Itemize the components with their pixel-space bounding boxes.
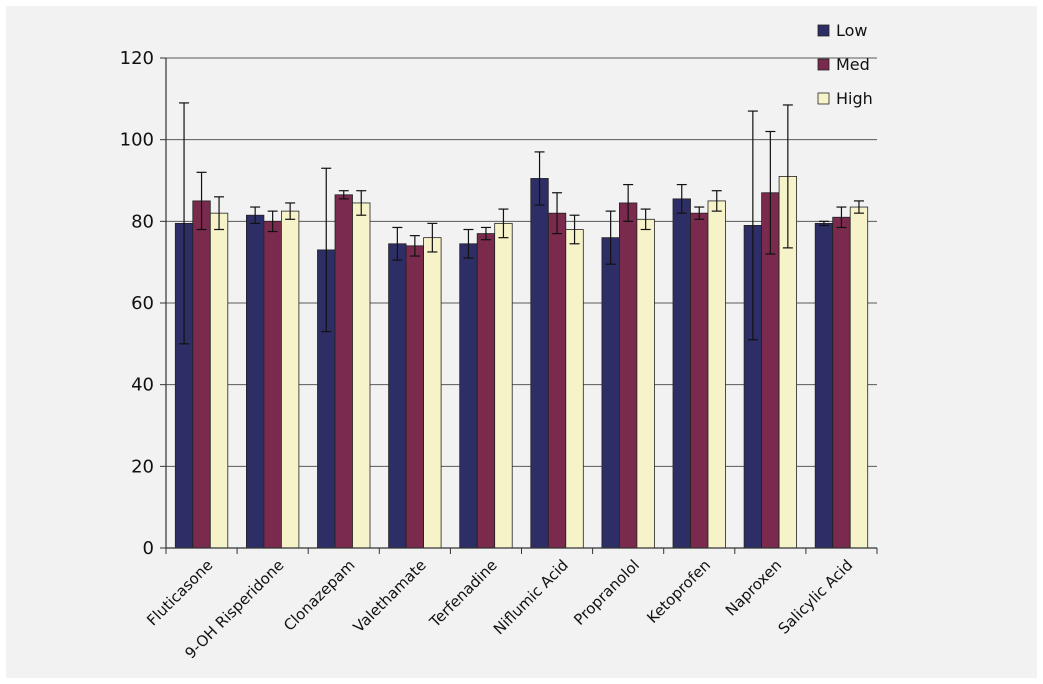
y-tick-label: 120 (120, 48, 154, 69)
bar-med-fluticasone (192, 200, 211, 549)
bar-med-propranolol (619, 202, 638, 549)
bar-med-clonazepam (334, 194, 353, 549)
y-tick-label: 40 (131, 375, 154, 396)
x-tick-label: Terfenadine (425, 556, 500, 631)
y-tick-label: 100 (120, 130, 154, 151)
bar-high-niflumic-acid (565, 229, 584, 549)
bars (174, 176, 869, 549)
x-tick-label: Fluticasone (143, 556, 216, 629)
bar-high-clonazepam (352, 202, 371, 549)
bar-high-9-oh-risperidone (280, 210, 300, 549)
bar-low-terfenadine (459, 243, 478, 549)
bar-high-terfenadine (494, 222, 513, 549)
y-tick-label: 60 (131, 293, 154, 314)
bar-high-salicylic-acid (849, 206, 869, 549)
error-bars (179, 102, 864, 345)
x-tick-label: Valethamate (350, 556, 430, 636)
y-axis-ticks: 0 20 40 60 80 100 120 (120, 48, 166, 559)
bar-low-salicylic-acid (814, 222, 834, 549)
x-tick-label: Clonazepam (280, 556, 358, 634)
legend-swatch-low (817, 24, 830, 37)
y-tick-label: 20 (131, 456, 154, 477)
legend: Low Med High (817, 21, 873, 108)
x-tick-label: Salicylic Acid (775, 556, 857, 638)
bar-med-9-oh-risperidone (263, 220, 282, 549)
bar-med-ketoprofen (690, 212, 709, 549)
bar-med-terfenadine (476, 233, 496, 549)
bar-med-salicylic-acid (832, 216, 851, 549)
y-tick-label: 0 (143, 538, 154, 559)
y-tick-label: 80 (131, 211, 154, 232)
x-tick-label: Niflumic Acid (490, 556, 572, 638)
bar-low-9-oh-risperidone (245, 214, 265, 549)
bar-low-niflumic-acid (530, 178, 549, 549)
bar-low-propranolol (601, 237, 620, 549)
legend-label-low: Low (836, 21, 868, 40)
bar-high-propranolol (636, 218, 655, 549)
bar-high-fluticasone (209, 212, 229, 549)
x-tick-label: Ketoprofen (643, 556, 714, 627)
x-tick-label: Naproxen (722, 556, 785, 619)
bar-high-ketoprofen (707, 200, 726, 549)
legend-label-med: Med (836, 55, 870, 74)
legend-label-high: High (836, 89, 873, 108)
bar-med-valethamate (405, 245, 425, 549)
bar-low-valethamate (388, 243, 407, 549)
bar-low-ketoprofen (672, 198, 691, 549)
bar-high-valethamate (423, 237, 442, 549)
x-tick-label: Propranolol (570, 556, 643, 629)
bar-med-niflumic-acid (547, 212, 567, 549)
legend-swatch-med (817, 58, 830, 71)
legend-swatch-high (817, 92, 830, 105)
